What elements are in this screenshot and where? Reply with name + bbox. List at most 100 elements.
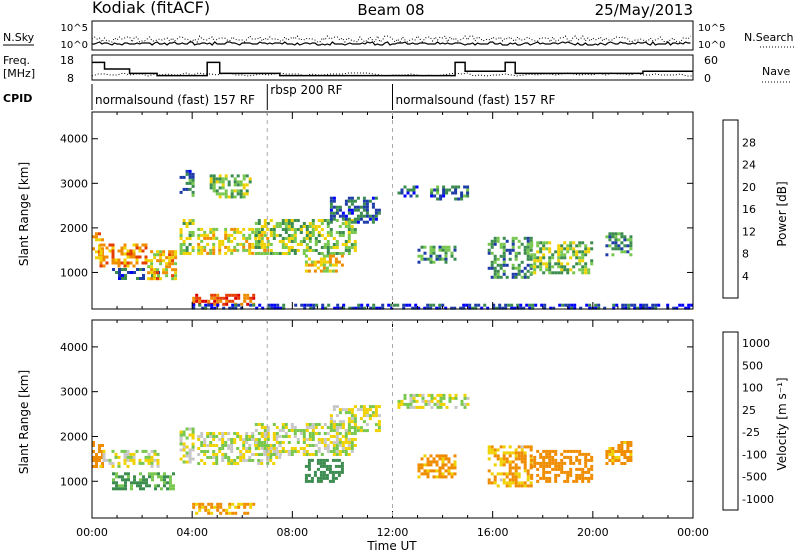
velocity-cell (275, 450, 279, 453)
power-cell (191, 178, 195, 182)
velocity-cell (429, 469, 433, 473)
velocity-cell (514, 475, 518, 479)
power-cell (344, 222, 348, 225)
power-cell (362, 205, 366, 209)
power-cell (290, 225, 294, 228)
velocity-cell (629, 459, 633, 462)
power-cell (138, 246, 142, 250)
power-cell (468, 306, 472, 310)
power-cell (243, 299, 247, 303)
power-cell (611, 241, 615, 245)
power-cell (174, 268, 178, 272)
power-cell (474, 306, 478, 310)
velocity-cell (115, 487, 118, 491)
power-cell (654, 303, 658, 307)
velocity-cell (350, 408, 354, 412)
power-cell (502, 254, 506, 258)
power-cell (233, 189, 237, 193)
power-cell (293, 240, 297, 243)
power-cell (216, 303, 220, 307)
power-cell (365, 202, 369, 206)
velocity-cell (444, 454, 448, 458)
power-cell (445, 188, 449, 192)
velocity-cell (421, 399, 425, 403)
power-cell (282, 306, 286, 310)
velocity-cell (281, 441, 285, 444)
power-cell (444, 260, 448, 264)
velocity-cell (150, 464, 154, 468)
power-cell (272, 225, 276, 228)
power-cell (287, 237, 291, 240)
power-cell (188, 219, 192, 222)
velocity-cell (278, 456, 282, 459)
velocity-cell (142, 478, 145, 482)
power-cell (308, 222, 312, 225)
velocity-cell (400, 402, 404, 406)
velocity-cell (511, 481, 515, 485)
power-cell (290, 237, 294, 240)
velocity-cell (179, 448, 183, 452)
velocity-cell (132, 461, 136, 465)
power-cell (314, 249, 318, 252)
power-cell (182, 187, 186, 191)
power-cell (215, 180, 219, 184)
velocity-cell (356, 429, 360, 433)
power-cell (329, 228, 333, 231)
power-cell (366, 303, 370, 307)
nsky-label: N.Sky (3, 31, 35, 44)
power-cell (225, 296, 229, 300)
velocity-cell (212, 444, 216, 447)
power-cell (426, 303, 430, 307)
velocity-cell (206, 432, 210, 435)
power-cell (347, 208, 351, 212)
velocity-cell (347, 417, 351, 421)
power-cell (578, 244, 582, 248)
velocity-cell (248, 444, 252, 447)
power-cell (323, 219, 327, 222)
velocity-cell (523, 484, 527, 488)
power-cell (423, 257, 427, 261)
velocity-cell (151, 472, 154, 476)
velocity-cell (436, 402, 440, 406)
power-cell (350, 196, 354, 200)
velocity-cell (322, 461, 326, 465)
power-cell (545, 241, 549, 245)
velocity-cell (275, 441, 279, 444)
power-cell (239, 192, 243, 196)
velocity-cell (545, 470, 549, 474)
power-cell (165, 256, 169, 260)
power-cell (417, 248, 421, 252)
velocity-cell (166, 481, 169, 485)
power-cell (162, 259, 166, 263)
power-cell (642, 306, 646, 310)
velocity-cell (362, 420, 366, 424)
power-cell (260, 245, 264, 249)
power-cell (347, 246, 351, 249)
power-cell (168, 265, 172, 269)
velocity-cell (156, 452, 160, 456)
power-cell (204, 306, 208, 310)
power-cell (233, 227, 237, 231)
velocity-cell (308, 426, 312, 429)
power-cell (350, 208, 354, 212)
velocity-cell (332, 444, 336, 447)
power-cell (198, 296, 202, 300)
power-cell (136, 277, 139, 280)
power-cell (105, 255, 109, 259)
power-ylabel: Slant Range [km] (17, 162, 31, 266)
power-cell (254, 240, 258, 243)
power-cell (332, 243, 336, 246)
power-cell (584, 250, 588, 254)
power-cell (353, 199, 357, 203)
velocity-cell (365, 408, 369, 412)
power-cell (162, 253, 166, 257)
velocity-cell (227, 432, 231, 435)
power-cell (261, 306, 265, 310)
velocity-cell (539, 464, 543, 468)
velocity-cell (121, 484, 124, 488)
velocity-cell (123, 452, 127, 456)
power-cell (95, 256, 98, 260)
velocity-cell (523, 454, 527, 458)
velocity-cell (310, 476, 314, 480)
power-cell (269, 249, 273, 252)
